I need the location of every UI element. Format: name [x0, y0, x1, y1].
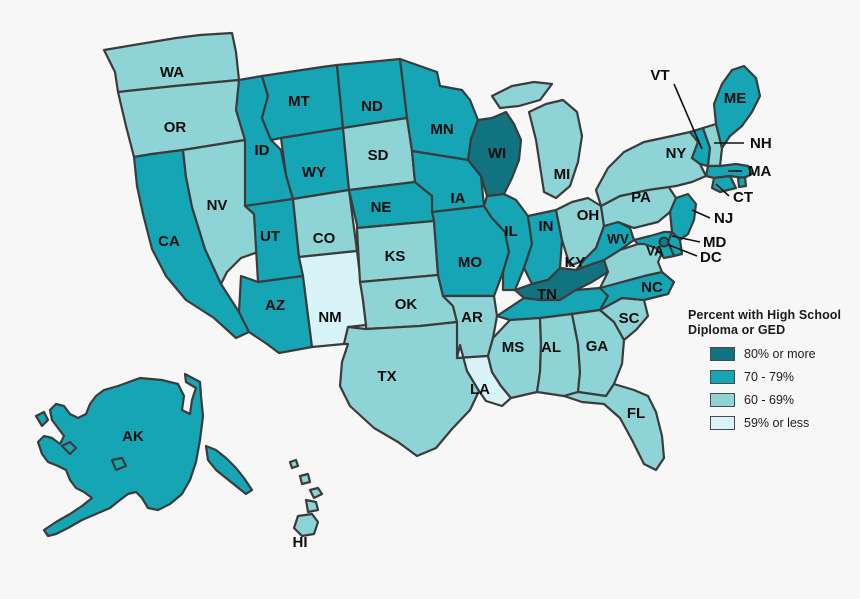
state-label-OH: OH: [577, 207, 600, 224]
leader-line-DC: [663, 242, 698, 257]
state-label-NE: NE: [371, 199, 392, 216]
callout-label-MD: MD: [703, 234, 726, 251]
state-label-AR: AR: [461, 309, 483, 326]
state-label-UT: UT: [260, 228, 280, 245]
state-label-WA: WA: [160, 64, 184, 81]
state-label-IA: IA: [451, 190, 466, 207]
state-label-WY: WY: [302, 164, 326, 181]
legend-item-60-69[interactable]: 60 - 69%: [710, 393, 854, 407]
state-label-AK: AK: [122, 428, 144, 445]
state-RI[interactable]: [736, 175, 748, 189]
state-label-CA: CA: [158, 233, 180, 250]
state-label-KY: KY: [565, 254, 586, 271]
state-ND[interactable]: [335, 57, 409, 130]
state-label-ME: ME: [724, 90, 747, 107]
state-label-MS: MS: [502, 339, 525, 356]
state-label-SD: SD: [368, 147, 389, 164]
legend-swatch-70-79: [710, 370, 735, 384]
state-label-AZ: AZ: [265, 297, 285, 314]
state-VA[interactable]: [598, 238, 666, 290]
callout-label-MA: MA: [748, 163, 771, 180]
state-label-ND: ND: [361, 98, 383, 115]
state-label-TN: TN: [537, 286, 557, 303]
legend-item-59-or-less[interactable]: 59% or less: [710, 416, 854, 430]
legend-title-line2: Diploma or GED: [688, 322, 786, 337]
callout-label-VT: VT: [650, 67, 669, 84]
state-HI[interactable]: [288, 458, 324, 538]
legend-swatch-60-69: [710, 393, 735, 407]
state-label-OK: OK: [395, 296, 418, 313]
state-MI[interactable]: [490, 80, 584, 200]
state-label-HI: HI: [293, 534, 308, 551]
legend-label-59-or-less: 59% or less: [744, 416, 810, 430]
legend-swatch-59-or-less: [710, 416, 735, 430]
state-label-NM: NM: [318, 309, 341, 326]
state-label-FL: FL: [627, 405, 645, 422]
leader-line-VT: [673, 83, 703, 150]
legend-label-70-79: 70 - 79%: [744, 370, 795, 384]
state-label-OR: OR: [164, 119, 187, 136]
state-label-WV: WV: [607, 232, 629, 247]
state-AK[interactable]: [34, 372, 254, 538]
legend-title-line1: Percent with High School: [688, 308, 842, 322]
state-label-WI: WI: [488, 145, 506, 162]
state-label-NV: NV: [207, 197, 228, 214]
legend-swatch-80-or-more: [710, 347, 735, 361]
legend-item-80-or-more[interactable]: 80% or more: [710, 347, 854, 361]
state-label-NC: NC: [641, 279, 663, 296]
state-label-PA: PA: [631, 189, 651, 206]
state-label-MN: MN: [430, 121, 453, 138]
callout-label-NH: NH: [750, 135, 772, 152]
legend-label-80-or-more: 80% or more: [744, 347, 816, 361]
state-NJ[interactable]: [668, 192, 698, 242]
state-label-SC: SC: [619, 310, 640, 327]
state-FL[interactable]: [562, 382, 666, 472]
state-label-KS: KS: [385, 248, 406, 265]
legend-title: Percent with High School Diploma or GED: [688, 308, 854, 337]
state-label-MO: MO: [458, 254, 482, 271]
state-MN[interactable]: [398, 57, 480, 162]
state-label-IL: IL: [504, 223, 517, 240]
state-label-CO: CO: [313, 230, 336, 247]
callout-label-CT: CT: [733, 189, 753, 206]
state-label-LA: LA: [470, 381, 490, 398]
state-WI[interactable]: [466, 110, 523, 198]
state-label-GA: GA: [586, 338, 609, 355]
state-CT[interactable]: [710, 174, 738, 194]
state-IL[interactable]: [482, 192, 534, 292]
state-label-MI: MI: [554, 166, 571, 183]
state-label-MT: MT: [288, 93, 310, 110]
state-label-NY: NY: [666, 145, 687, 162]
leader-line-CT: [715, 183, 730, 197]
legend-item-70-79[interactable]: 70 - 79%: [710, 370, 854, 384]
callout-label-DC: DC: [700, 249, 722, 266]
state-label-IN: IN: [539, 218, 554, 235]
state-label-TX: TX: [377, 368, 396, 385]
map-legend: Percent with High School Diploma or GED …: [688, 308, 854, 439]
state-label-VA: VA: [646, 244, 664, 259]
state-label-AL: AL: [541, 339, 561, 356]
dc-marker-dot: [658, 236, 670, 248]
state-AZ[interactable]: [237, 274, 314, 355]
callout-label-NJ: NJ: [714, 210, 733, 227]
leader-line-MD: [671, 235, 701, 243]
legend-label-60-69: 60 - 69%: [744, 393, 795, 407]
state-ME[interactable]: [712, 64, 762, 150]
leader-line-NJ: [691, 209, 711, 219]
state-label-ID: ID: [255, 142, 270, 159]
